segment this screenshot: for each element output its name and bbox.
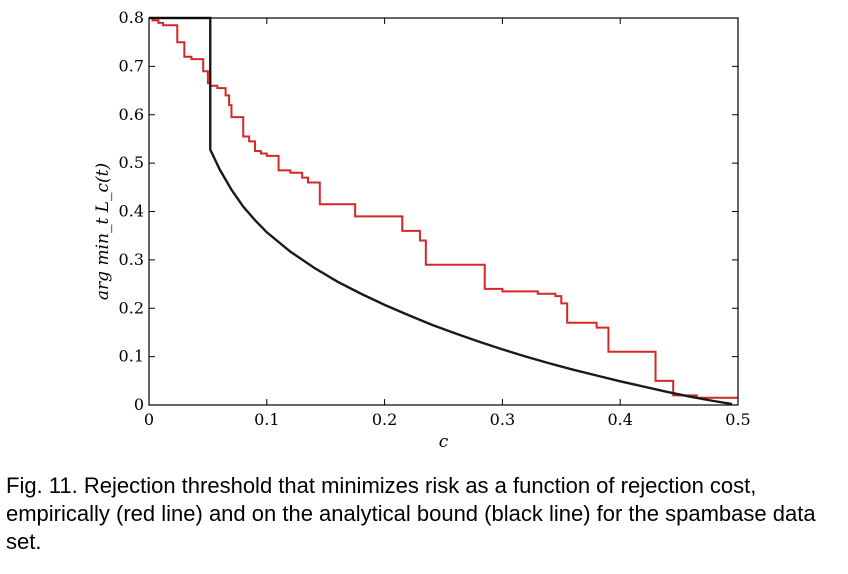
x-tick-label: 0.1 xyxy=(254,410,279,429)
figure-caption: Fig. 11. Rejection threshold that minimi… xyxy=(6,473,816,554)
y-tick-label: 0 xyxy=(134,395,144,414)
series-layer xyxy=(149,16,738,406)
chart: 0 0.1 0.2 0.3 0.4 0.5 0 0.1 0.2 0.3 0.4 0.5 0.6 0.7 0.… xyxy=(93,8,751,452)
y-tick-label: 0.6 xyxy=(119,105,144,124)
x-tick-label: 0.4 xyxy=(607,410,632,429)
y-tick-label: 0.8 xyxy=(119,8,144,27)
y-tick-label: 0.3 xyxy=(119,250,144,269)
empirical-series-line xyxy=(149,17,738,399)
y-tick-label: 0.1 xyxy=(119,347,144,366)
analytical-bound-line xyxy=(149,16,733,406)
x-tick-label: 0 xyxy=(144,410,154,429)
axis-ticks: 0 0.1 0.2 0.3 0.4 0.5 0 0.1 0.2 0.3 0.4 0.5 0.6 0.7 0.… xyxy=(119,8,751,429)
y-tick-label: 0.5 xyxy=(119,153,144,172)
x-tick-label: 0.5 xyxy=(725,410,750,429)
x-tick-label: 0.3 xyxy=(490,410,515,429)
y-tick-label: 0.4 xyxy=(119,202,144,221)
y-axis-label: arg min_t L_c(t) xyxy=(93,163,113,300)
x-tick-label: 0.2 xyxy=(372,410,397,429)
y-tick-label: 0.2 xyxy=(119,298,144,317)
plot-frame xyxy=(148,17,739,406)
y-tick-label: 0.7 xyxy=(119,56,144,75)
x-axis-label: c xyxy=(439,432,449,452)
